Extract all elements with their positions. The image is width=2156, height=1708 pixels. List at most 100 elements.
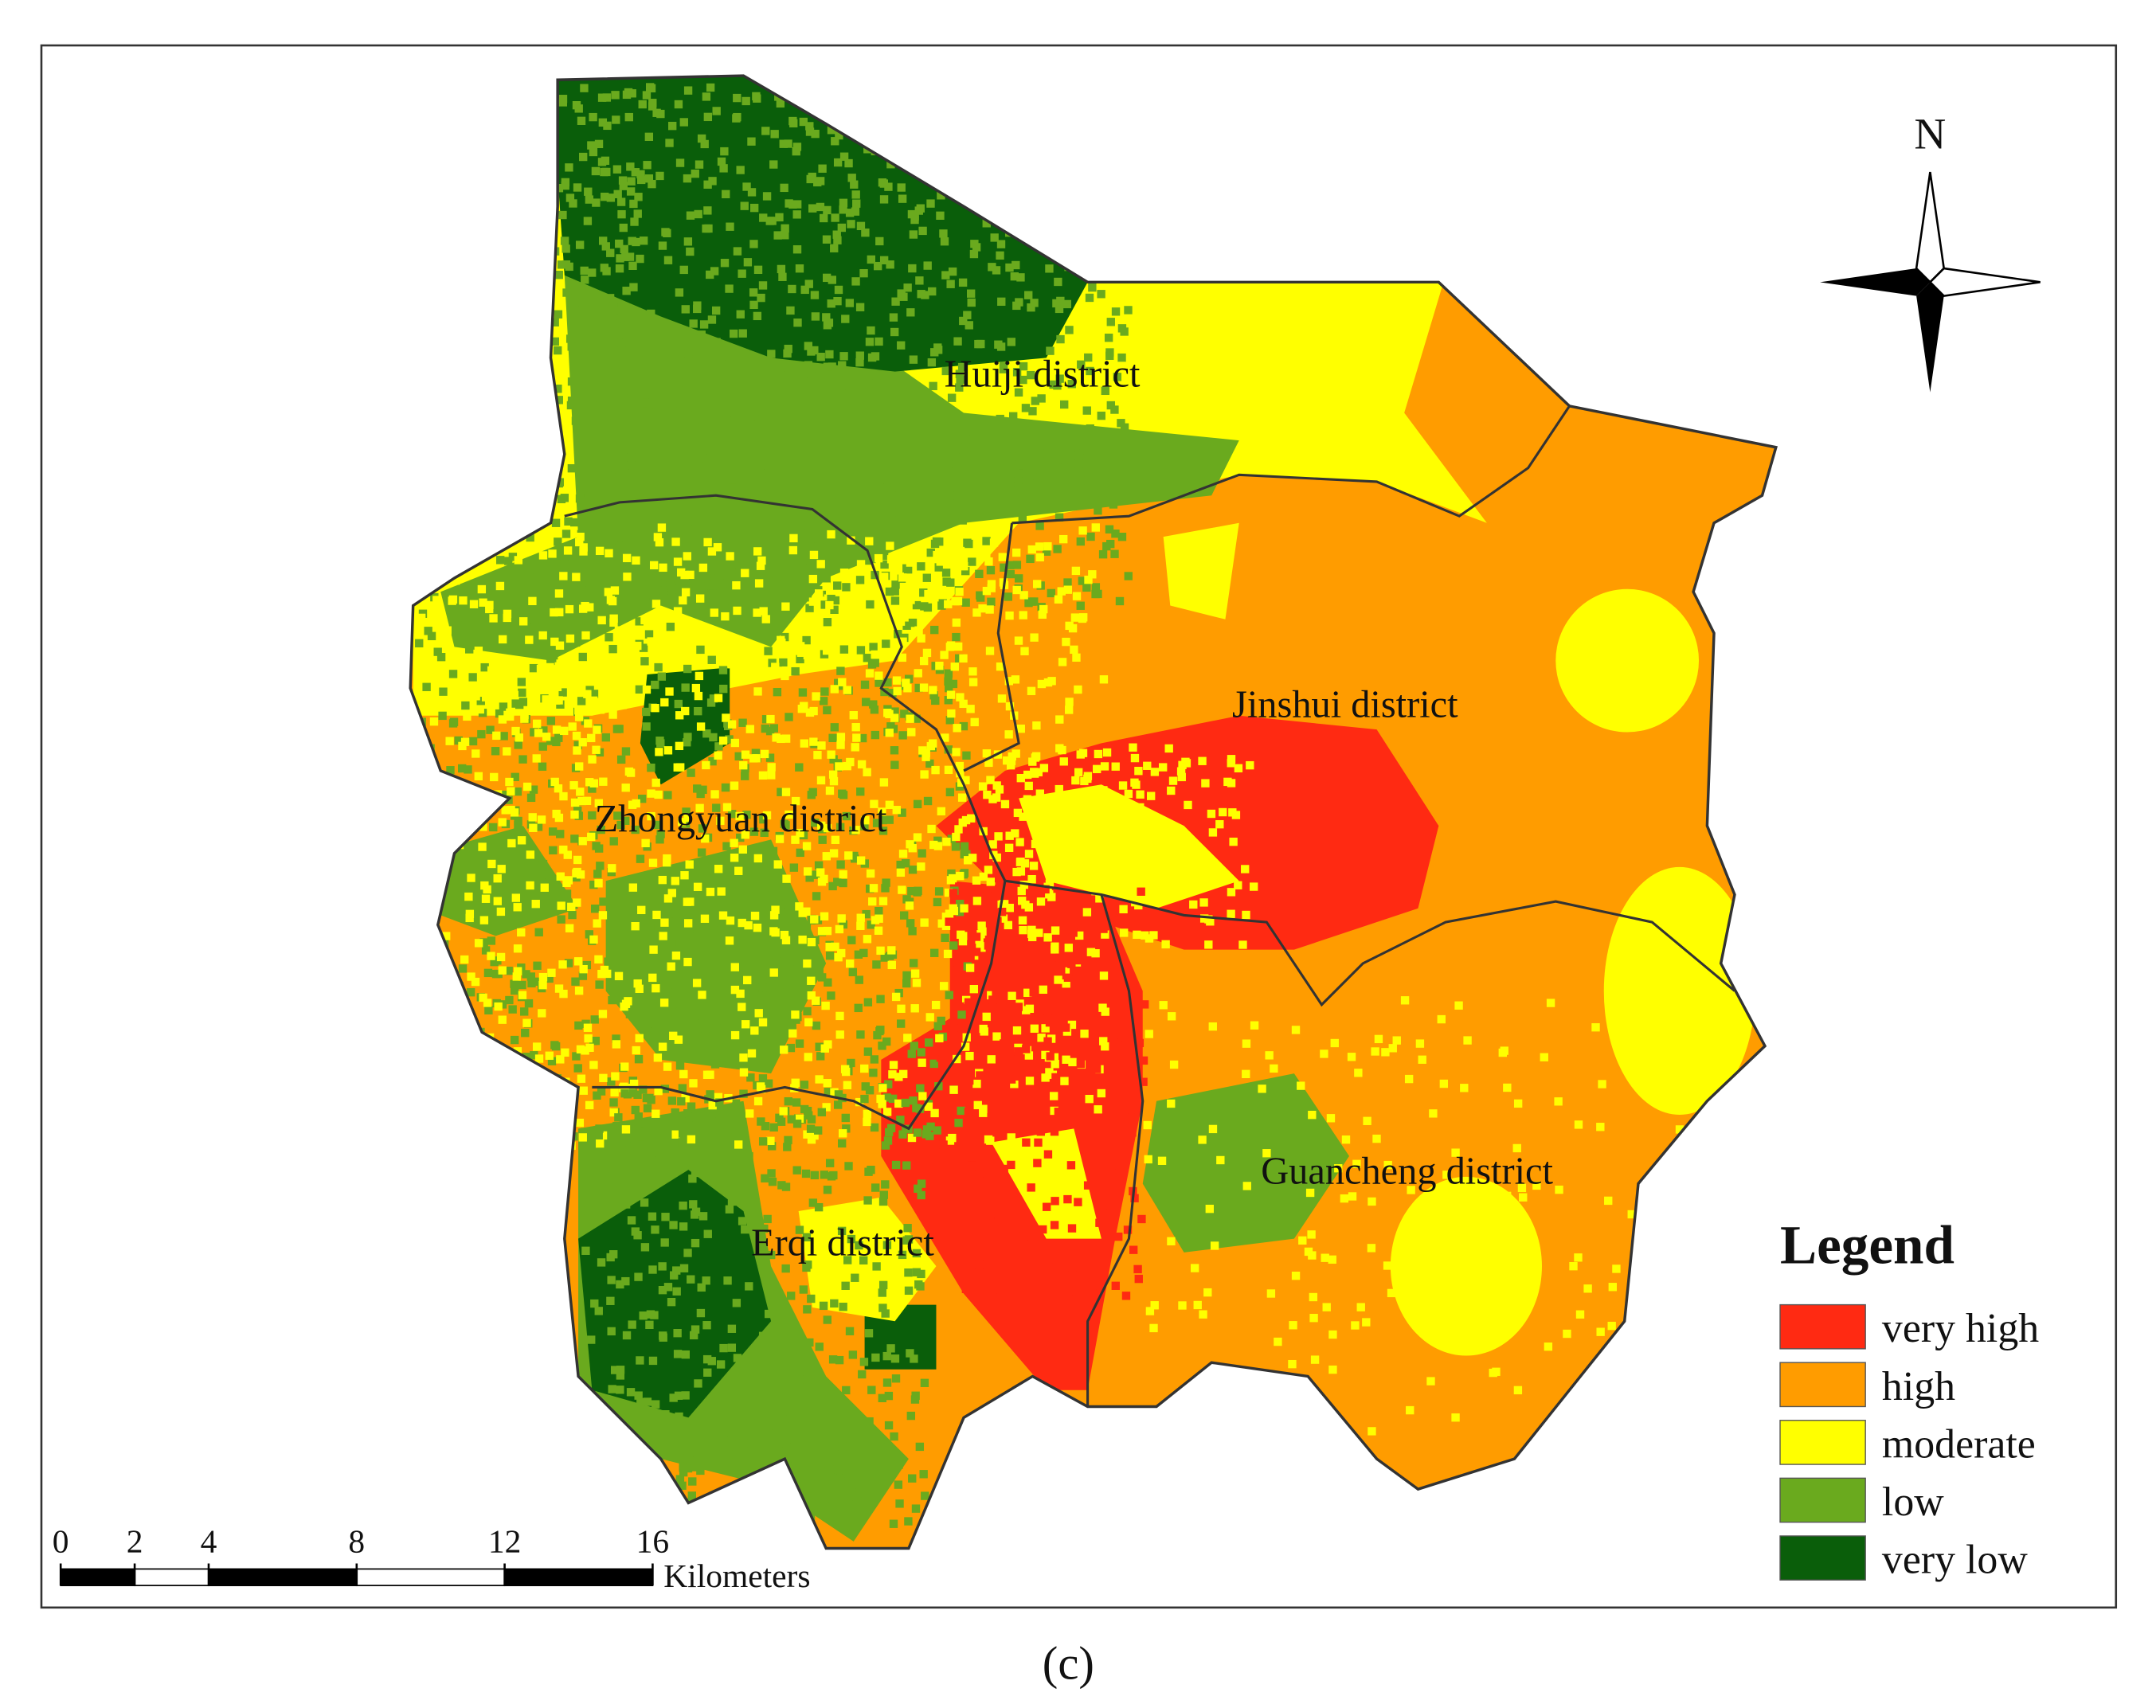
speckle <box>582 796 592 805</box>
speckle <box>565 924 574 932</box>
speckle <box>479 916 489 924</box>
speckle <box>1064 805 1073 815</box>
speckle <box>949 941 958 950</box>
district-label: Erqi district <box>751 1221 934 1264</box>
speckle <box>1078 614 1087 623</box>
speckle <box>878 1393 886 1403</box>
speckle <box>991 951 1000 960</box>
speckle <box>1519 1193 1528 1202</box>
speckle <box>464 892 473 901</box>
speckle <box>1086 366 1094 376</box>
speckle <box>1019 475 1027 483</box>
speckle <box>659 888 669 897</box>
speckle <box>1051 945 1059 954</box>
speckle <box>1100 478 1109 487</box>
speckle <box>984 557 993 566</box>
speckle <box>573 957 583 966</box>
speckle <box>529 565 538 574</box>
speckle <box>1415 1039 1425 1048</box>
speckle <box>869 1069 878 1077</box>
speckle <box>1005 611 1014 620</box>
speckle <box>849 711 858 720</box>
speckle <box>692 979 702 987</box>
speckle <box>496 952 506 962</box>
speckle <box>655 171 664 181</box>
speckle <box>663 746 673 755</box>
speckle <box>701 1460 710 1468</box>
speckle <box>643 1104 652 1112</box>
speckle <box>779 1107 788 1116</box>
speckle <box>730 985 740 995</box>
speckle <box>486 690 495 699</box>
speckle <box>1110 549 1119 558</box>
speckle <box>679 1468 688 1477</box>
speckle <box>735 811 744 821</box>
speckle <box>651 1109 660 1118</box>
speckle <box>894 1099 903 1108</box>
speckle <box>719 1014 729 1023</box>
speckle <box>960 869 969 877</box>
speckle <box>1067 1020 1077 1030</box>
speckle <box>1177 875 1187 884</box>
speckle <box>471 977 480 987</box>
speckle <box>713 1448 722 1457</box>
speckle <box>807 1448 816 1457</box>
speckle <box>800 285 809 295</box>
speckle <box>782 362 792 372</box>
speckle <box>989 538 999 547</box>
speckle <box>575 240 585 249</box>
speckle <box>1055 784 1063 794</box>
speckle <box>1532 1181 1541 1190</box>
speckle <box>479 993 487 1003</box>
speckle <box>631 168 640 177</box>
speckle <box>562 889 572 898</box>
speckle <box>595 1124 604 1133</box>
speckle <box>556 1055 565 1064</box>
speckle <box>1023 946 1032 955</box>
speckle <box>954 1118 963 1128</box>
speckle <box>756 426 765 436</box>
speckle <box>733 1354 742 1362</box>
speckle <box>578 298 587 307</box>
speckle <box>675 763 685 772</box>
scale-segment <box>60 1568 135 1587</box>
speckle <box>1096 888 1105 897</box>
speckle <box>1119 905 1128 914</box>
speckle <box>1583 1284 1592 1293</box>
district-label: Guancheng district <box>1261 1150 1553 1192</box>
speckle <box>891 483 900 492</box>
speckle <box>874 508 882 518</box>
speckle <box>863 1117 871 1127</box>
speckle <box>1011 260 1020 270</box>
speckle <box>615 264 624 273</box>
speckle <box>1026 554 1035 564</box>
speckle <box>944 420 953 429</box>
class-patch <box>550 76 1088 372</box>
speckle <box>640 487 648 495</box>
speckle <box>845 1327 855 1335</box>
speckle <box>589 696 598 705</box>
speckle <box>573 855 582 865</box>
speckle <box>659 999 669 1007</box>
speckle <box>1078 748 1088 757</box>
speckle <box>538 762 547 771</box>
speckle <box>673 1329 682 1338</box>
speckle <box>918 746 927 755</box>
speckle <box>493 897 502 905</box>
speckle <box>944 696 953 705</box>
speckle <box>1117 1033 1127 1042</box>
speckle <box>956 900 965 909</box>
speckle <box>639 432 648 441</box>
speckle <box>762 516 771 526</box>
speckle <box>557 260 566 269</box>
speckle <box>876 1443 885 1452</box>
speckle <box>730 738 740 748</box>
speckle <box>697 1283 706 1292</box>
speckle <box>560 726 569 736</box>
speckle <box>611 360 620 369</box>
speckle <box>740 201 749 210</box>
speckle <box>662 1149 671 1158</box>
speckle <box>1051 1073 1060 1082</box>
speckle <box>727 660 736 669</box>
speckle <box>917 1048 925 1057</box>
